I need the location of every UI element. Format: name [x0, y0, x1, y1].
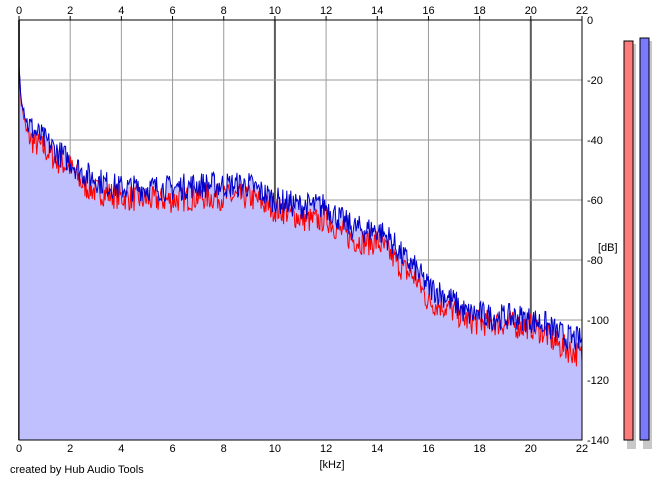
x-tick-label-top: 14 [371, 5, 383, 17]
y-tick-label: -60 [587, 195, 603, 207]
x-tick-label-top: 18 [474, 5, 486, 17]
spectrum-series-2 [19, 65, 582, 351]
level-meters [623, 37, 652, 449]
x-tick-label: 22 [576, 443, 588, 455]
credit-text: created by Hub Audio Tools [10, 464, 144, 476]
x-tick-label: 4 [118, 443, 124, 455]
level-meter-2 [639, 37, 650, 441]
x-tick-label-top: 22 [576, 5, 588, 17]
level-meter-1 [623, 40, 634, 441]
x-tick-label: 8 [221, 443, 227, 455]
x-tick-label: 0 [16, 443, 22, 455]
x-tick-label: 10 [269, 443, 281, 455]
y-tick-label: -100 [587, 315, 609, 327]
spectrum-area [19, 65, 582, 440]
plot-frame [18, 19, 583, 441]
x-tick-label-top: 4 [118, 5, 124, 17]
y-tick-labels: 0 -20 -40 -60 -80 -100 -120 -140 [587, 15, 609, 447]
spectrum-series-1 [19, 76, 582, 367]
x-tick-label: 18 [474, 443, 486, 455]
x-tick-label-top: 2 [67, 5, 73, 17]
spectrum-fill [19, 65, 582, 440]
y-tick-label: 0 [587, 15, 593, 27]
x-tick-label: 14 [371, 443, 383, 455]
x-tick-label: 12 [320, 443, 332, 455]
x-axis-label: [kHz] [319, 459, 344, 471]
y-tick-label: -120 [587, 375, 609, 387]
x-tick-label-top: 8 [221, 5, 227, 17]
y-tick-label: -80 [587, 255, 603, 267]
x-tick-label-top: 16 [422, 5, 434, 17]
y-tick-label: -20 [587, 75, 603, 87]
x-tick-label-top: 0 [16, 5, 22, 17]
y-axis-label: [dB] [598, 242, 618, 254]
x-tick-label: 20 [525, 443, 537, 455]
x-tick-label-top: 6 [169, 5, 175, 17]
x-tick-label: 6 [169, 443, 175, 455]
x-tick-label-top: 10 [269, 5, 281, 17]
y-tick-label: -140 [587, 435, 609, 447]
x-tick-label: 16 [422, 443, 434, 455]
x-tick-label-top: 20 [525, 5, 537, 17]
spectrum-series [19, 65, 582, 367]
x-tick-label: 2 [67, 443, 73, 455]
x-tick-label-top: 12 [320, 5, 332, 17]
y-tick-label: -40 [587, 135, 603, 147]
